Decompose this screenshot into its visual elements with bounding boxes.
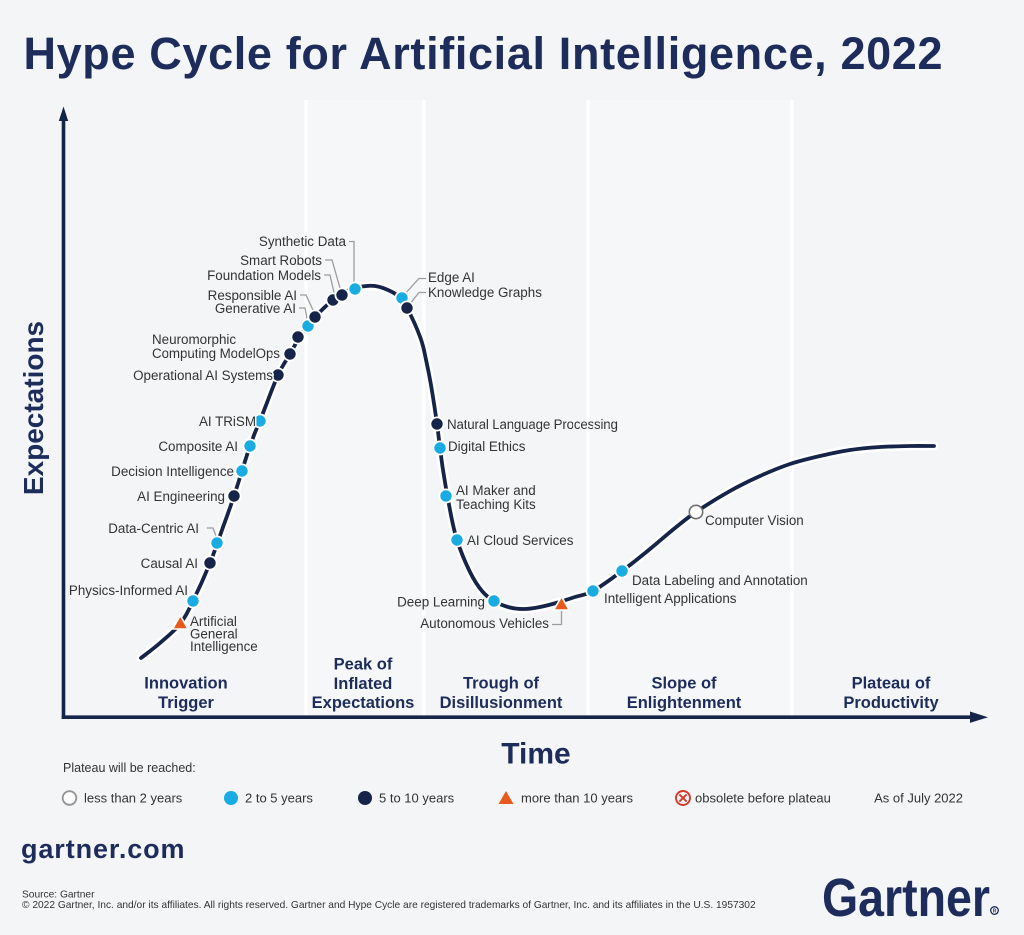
svg-text:Innovation: Innovation xyxy=(144,675,227,693)
svg-text:Trigger: Trigger xyxy=(158,694,215,712)
svg-text:Source: Gartner: Source: Gartner xyxy=(22,890,95,901)
svg-text:Computer Vision: Computer Vision xyxy=(705,513,804,528)
svg-text:Smart Robots: Smart Robots xyxy=(240,253,322,268)
svg-text:AI Maker and: AI Maker and xyxy=(456,483,536,498)
svg-text:Slope of: Slope of xyxy=(651,675,717,693)
svg-text:AI Cloud Services: AI Cloud Services xyxy=(467,533,574,548)
svg-text:Gartner: Gartner xyxy=(822,868,990,928)
svg-text:Disillusionment: Disillusionment xyxy=(440,694,563,712)
svg-text:As of July 2022: As of July 2022 xyxy=(874,791,963,806)
svg-text:Physics-Informed AI: Physics-Informed AI xyxy=(69,583,188,598)
svg-text:Composite AI: Composite AI xyxy=(158,439,238,454)
svg-text:© 2022 Gartner, Inc. and/or it: © 2022 Gartner, Inc. and/or its affiliat… xyxy=(22,900,756,911)
svg-text:obsolete before plateau: obsolete before plateau xyxy=(695,791,831,806)
svg-text:Autonomous Vehicles: Autonomous Vehicles xyxy=(420,616,549,631)
svg-text:Plateau of: Plateau of xyxy=(852,675,931,693)
svg-text:General: General xyxy=(190,627,238,642)
svg-text:Deep Learning: Deep Learning xyxy=(397,594,485,609)
svg-text:Plateau will be reached:: Plateau will be reached: xyxy=(63,761,196,775)
svg-text:Synthetic Data: Synthetic Data xyxy=(259,234,347,249)
svg-text:Peak of: Peak of xyxy=(334,656,393,674)
svg-text:Expectations: Expectations xyxy=(312,694,415,712)
svg-text:Time: Time xyxy=(501,738,570,771)
svg-text:Causal AI: Causal AI xyxy=(141,556,198,571)
svg-text:gartner.com: gartner.com xyxy=(21,834,185,864)
svg-text:Hype Cycle for Artificial Inte: Hype Cycle for Artificial Intelligence, … xyxy=(24,28,943,79)
svg-text:5 to 10 years: 5 to 10 years xyxy=(379,791,455,806)
svg-text:AI TRiSM: AI TRiSM xyxy=(199,414,256,429)
svg-text:Foundation Models: Foundation Models xyxy=(207,268,321,283)
svg-text:Decision Intelligence: Decision Intelligence xyxy=(111,464,234,479)
svg-text:Productivity: Productivity xyxy=(843,694,939,712)
svg-text:Computing ModelOps: Computing ModelOps xyxy=(152,346,280,361)
svg-text:Responsible AI: Responsible AI xyxy=(208,288,297,303)
svg-text:Operational AI Systems: Operational AI Systems xyxy=(133,368,273,383)
svg-text:AI Engineering: AI Engineering xyxy=(137,489,225,504)
svg-text:Natural Language Processing: Natural Language Processing xyxy=(447,417,618,432)
svg-text:more than 10 years: more than 10 years xyxy=(521,791,634,806)
svg-text:Data-Centric AI: Data-Centric AI xyxy=(108,521,199,536)
svg-text:Knowledge Graphs: Knowledge Graphs xyxy=(428,285,542,300)
svg-text:Teaching Kits: Teaching Kits xyxy=(456,497,536,512)
svg-text:Enlightenment: Enlightenment xyxy=(627,694,742,712)
svg-text:Expectations: Expectations xyxy=(18,321,49,495)
svg-text:less than 2 years: less than 2 years xyxy=(84,791,183,806)
svg-text:Inflated: Inflated xyxy=(334,675,393,693)
svg-text:Generative AI: Generative AI xyxy=(215,301,296,316)
svg-text:Data Labeling and Annotation: Data Labeling and Annotation xyxy=(632,573,808,588)
svg-text:Neuromorphic: Neuromorphic xyxy=(152,332,236,347)
svg-text:2 to 5 years: 2 to 5 years xyxy=(245,791,313,806)
svg-text:Edge AI: Edge AI xyxy=(428,270,475,285)
svg-text:Digital Ethics: Digital Ethics xyxy=(448,439,526,454)
svg-text:R: R xyxy=(993,909,997,915)
svg-text:Intelligence: Intelligence xyxy=(190,639,258,654)
svg-text:Artificial: Artificial xyxy=(190,614,237,629)
svg-text:Intelligent Applications: Intelligent Applications xyxy=(604,591,737,606)
svg-text:Trough of: Trough of xyxy=(463,675,540,693)
